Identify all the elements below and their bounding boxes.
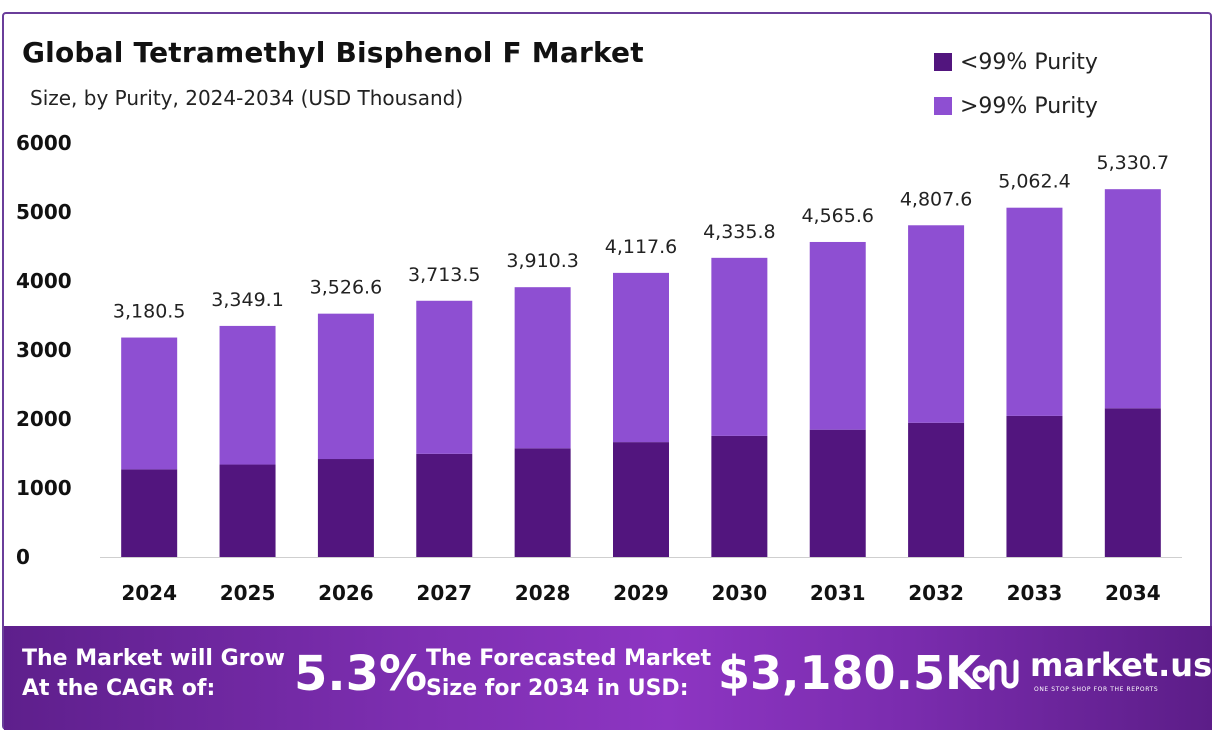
y-tick-label: 5000	[16, 200, 72, 224]
y-tick-label: 6000	[16, 131, 72, 155]
legend-item-above-99: >99% Purity	[934, 84, 1098, 128]
bar-segment-above-99	[317, 313, 374, 460]
bar-segment-above-99	[613, 272, 669, 443]
y-tick-label: 2000	[16, 407, 72, 431]
x-tick-label: 2027	[416, 581, 472, 605]
bar-segment-above-99	[1006, 207, 1063, 416]
legend-label-above-99: >99% Purity	[960, 93, 1098, 119]
brand-name: market.us	[1030, 646, 1212, 684]
legend-label-below-99: <99% Purity	[960, 49, 1098, 75]
x-tick-label: 2033	[1007, 581, 1063, 605]
legend-item-below-99: <99% Purity	[934, 40, 1098, 84]
bar-segment-below-99	[908, 422, 965, 557]
bar-segment-below-99	[416, 453, 473, 557]
market-us-logo-icon	[972, 659, 1019, 691]
bar-total-label: 5,062.4	[998, 171, 1071, 193]
bar-segment-below-99	[1006, 415, 1063, 557]
bar-segment-below-99	[121, 469, 178, 557]
cagr-value: 5.3%	[294, 646, 428, 702]
x-tick-label: 2029	[613, 581, 669, 605]
legend-swatch-above-99	[934, 97, 952, 115]
bar-total-label: 4,117.6	[605, 236, 678, 258]
bar-segment-below-99	[514, 448, 571, 557]
bar-segment-below-99	[711, 435, 768, 557]
y-tick-label: 1000	[16, 476, 72, 500]
bar-total-label: 3,180.5	[113, 301, 186, 323]
cagr-label-line2: At the CAGR of:	[22, 676, 216, 701]
y-tick-label: 4000	[16, 269, 72, 293]
bar-segment-below-99	[317, 459, 374, 557]
y-tick-label: 0	[16, 545, 30, 569]
bar-total-label: 5,330.7	[1097, 152, 1170, 174]
bar-total-label: 3,526.6	[310, 277, 383, 299]
bar-total-label: 3,910.3	[506, 250, 579, 272]
bar-total-label: 4,565.6	[801, 205, 874, 227]
bar-segment-above-99	[219, 325, 276, 465]
x-tick-label: 2031	[810, 581, 866, 605]
bar-segment-above-99	[711, 257, 768, 436]
bar-segment-above-99	[1104, 189, 1161, 409]
bar-segment-above-99	[121, 337, 178, 470]
x-tick-label: 2030	[712, 581, 768, 605]
chart-subtitle: Size, by Purity, 2024-2034 (USD Thousand…	[30, 86, 464, 110]
bar-chart: 0 1000 2000 3000 4000 5000 6000 3,180.5 2024 3,34…	[16, 131, 1182, 605]
bar-total-label: 4,335.8	[703, 221, 776, 243]
forecast-label-line1: The Forecasted Market	[426, 646, 712, 671]
y-tick-label: 3000	[16, 338, 72, 362]
bar-segment-below-99	[613, 442, 669, 557]
forecast-label-line2: Size for 2034 in USD:	[426, 676, 689, 701]
legend: <99% Purity >99% Purity	[934, 40, 1098, 128]
chart-title: Global Tetramethyl Bisphenol F Market	[22, 36, 644, 69]
x-tick-label: 2026	[318, 581, 374, 605]
x-tick-label: 2028	[515, 581, 571, 605]
bar-segment-below-99	[1104, 408, 1161, 557]
bar-total-label: 3,713.5	[408, 264, 481, 286]
x-tick-label: 2034	[1105, 581, 1161, 605]
x-tick-label: 2032	[908, 581, 964, 605]
bar-total-label: 4,807.6	[900, 188, 973, 210]
bar-total-label: 3,349.1	[211, 289, 284, 311]
legend-swatch-below-99	[934, 53, 952, 71]
x-tick-label: 2024	[121, 581, 177, 605]
bar-segment-above-99	[908, 225, 965, 423]
summary-banner: The Market will Grow At the CAGR of: 5.3…	[4, 626, 1212, 730]
cagr-label-line1: The Market will Grow	[22, 646, 285, 671]
bar-segment-above-99	[416, 300, 473, 454]
brand-tagline: ONE STOP SHOP FOR THE REPORTS	[1034, 686, 1159, 693]
x-tick-label: 2025	[220, 581, 276, 605]
bar-segment-below-99	[809, 429, 866, 557]
bar-segment-below-99	[219, 464, 276, 557]
forecast-value: $3,180.5K	[718, 646, 981, 700]
bar-segment-above-99	[809, 241, 866, 430]
bar-segment-above-99	[514, 287, 571, 449]
